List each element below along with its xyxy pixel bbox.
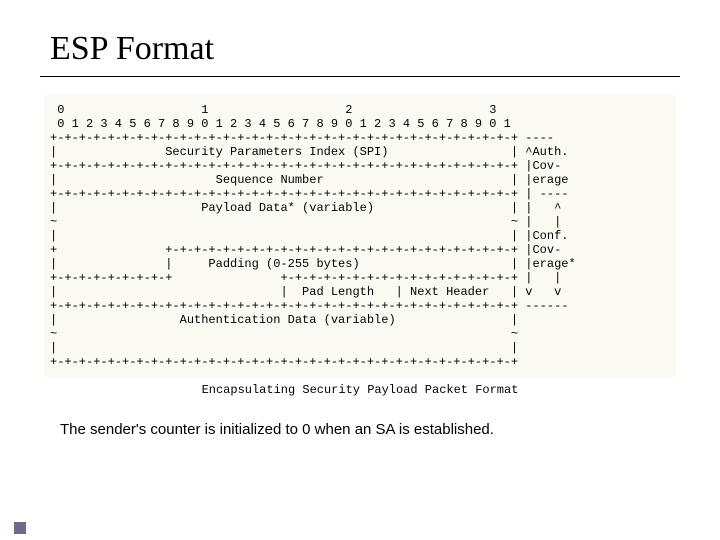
footer-note: The sender's counter is initialized to 0… [60, 421, 680, 438]
title-divider [40, 76, 680, 77]
slide: ESP Format 0 1 2 3 0 1 2 3 4 5 6 7 8 9 0… [0, 0, 720, 540]
diagram-caption: Encapsulating Security Payload Packet Fo… [40, 383, 680, 397]
slide-title: ESP Format [50, 30, 680, 68]
esp-packet-diagram: 0 1 2 3 0 1 2 3 4 5 6 7 8 9 0 1 2 3 4 5 … [44, 95, 676, 377]
footer-accent-square [14, 522, 26, 534]
